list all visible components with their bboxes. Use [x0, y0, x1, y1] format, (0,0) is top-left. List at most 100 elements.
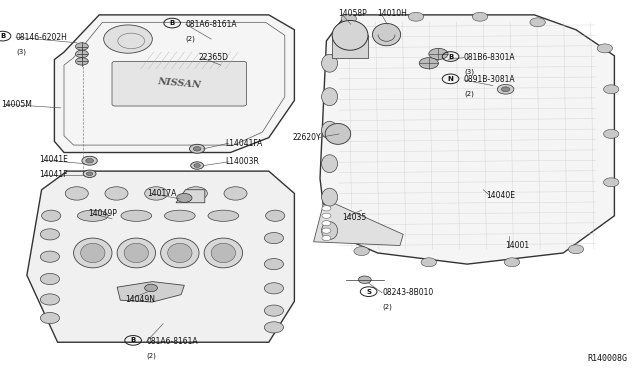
Text: 14049N: 14049N	[125, 295, 156, 304]
Circle shape	[264, 305, 284, 316]
Circle shape	[341, 14, 356, 23]
Circle shape	[419, 58, 438, 69]
Text: 14058P: 14058P	[338, 9, 367, 17]
Circle shape	[76, 50, 88, 58]
Ellipse shape	[322, 188, 338, 206]
Circle shape	[530, 18, 545, 27]
Circle shape	[105, 187, 128, 200]
Text: 14005M: 14005M	[1, 100, 32, 109]
Circle shape	[86, 158, 93, 163]
Circle shape	[40, 312, 60, 324]
Text: 14041F: 14041F	[40, 170, 68, 179]
Circle shape	[40, 229, 60, 240]
Ellipse shape	[322, 222, 338, 240]
Circle shape	[86, 172, 93, 176]
Text: 22365D: 22365D	[198, 53, 228, 62]
Text: 14040E: 14040E	[486, 191, 515, 200]
Polygon shape	[117, 282, 184, 302]
Text: B: B	[448, 54, 453, 60]
Circle shape	[597, 44, 612, 53]
Circle shape	[497, 84, 514, 94]
Text: 08146-6202H: 08146-6202H	[16, 33, 68, 42]
Circle shape	[264, 322, 284, 333]
Text: R140008G: R140008G	[588, 354, 627, 363]
Text: B: B	[0, 33, 5, 39]
Circle shape	[177, 193, 192, 202]
Text: (2): (2)	[464, 91, 474, 97]
Ellipse shape	[121, 210, 152, 221]
Ellipse shape	[77, 210, 108, 221]
Polygon shape	[320, 15, 614, 264]
Ellipse shape	[74, 238, 112, 268]
Circle shape	[322, 228, 331, 233]
Circle shape	[322, 206, 331, 211]
Circle shape	[604, 178, 619, 187]
Circle shape	[40, 251, 60, 262]
Ellipse shape	[208, 210, 239, 221]
Ellipse shape	[161, 238, 199, 268]
Text: N: N	[447, 76, 454, 82]
Ellipse shape	[117, 238, 156, 268]
Ellipse shape	[168, 243, 192, 263]
Circle shape	[76, 58, 88, 65]
Text: B: B	[131, 337, 136, 343]
Circle shape	[504, 258, 520, 267]
Circle shape	[65, 187, 88, 200]
Text: 14041E: 14041E	[40, 155, 68, 164]
Ellipse shape	[372, 23, 401, 46]
Text: (2): (2)	[382, 304, 392, 310]
Polygon shape	[314, 203, 403, 246]
Circle shape	[189, 144, 205, 153]
Text: (2): (2)	[147, 352, 156, 359]
Circle shape	[104, 25, 152, 53]
Circle shape	[76, 43, 88, 50]
Polygon shape	[176, 190, 205, 203]
Text: 081A6-8161A: 081A6-8161A	[186, 20, 237, 29]
Circle shape	[82, 156, 97, 165]
Text: 081B6-8301A: 081B6-8301A	[464, 53, 516, 62]
Circle shape	[429, 48, 448, 60]
Text: 14049P: 14049P	[88, 209, 117, 218]
Text: B: B	[170, 20, 175, 26]
Text: 14010H: 14010H	[378, 9, 408, 17]
FancyBboxPatch shape	[332, 35, 368, 58]
Circle shape	[421, 258, 436, 267]
Circle shape	[472, 12, 488, 21]
Circle shape	[354, 247, 369, 256]
Circle shape	[184, 187, 207, 200]
Ellipse shape	[322, 121, 338, 139]
Circle shape	[266, 210, 285, 221]
Text: (2): (2)	[186, 35, 195, 42]
Circle shape	[194, 164, 200, 167]
Polygon shape	[54, 15, 294, 153]
Circle shape	[264, 283, 284, 294]
Text: L14003R: L14003R	[225, 157, 259, 166]
Text: 08243-8B010: 08243-8B010	[382, 288, 433, 297]
Circle shape	[502, 87, 510, 92]
Text: 14035: 14035	[342, 213, 366, 222]
Text: 14001: 14001	[506, 241, 530, 250]
Circle shape	[322, 213, 331, 218]
Circle shape	[145, 187, 168, 200]
Ellipse shape	[322, 54, 338, 72]
Circle shape	[191, 162, 204, 169]
Circle shape	[40, 294, 60, 305]
Text: 081A6-8161A: 081A6-8161A	[147, 337, 198, 346]
Text: 0891B-3081A: 0891B-3081A	[464, 76, 516, 84]
Polygon shape	[27, 171, 294, 342]
Circle shape	[145, 284, 157, 292]
Ellipse shape	[322, 155, 338, 173]
Circle shape	[322, 235, 331, 241]
Text: 22620Y: 22620Y	[292, 133, 321, 142]
Circle shape	[322, 221, 331, 226]
Circle shape	[193, 147, 201, 151]
Ellipse shape	[81, 243, 105, 263]
Circle shape	[224, 187, 247, 200]
Circle shape	[358, 276, 371, 283]
Circle shape	[264, 232, 284, 244]
Circle shape	[264, 259, 284, 270]
Text: L14041FA: L14041FA	[225, 139, 262, 148]
Ellipse shape	[164, 210, 195, 221]
Circle shape	[604, 85, 619, 94]
Circle shape	[408, 12, 424, 21]
